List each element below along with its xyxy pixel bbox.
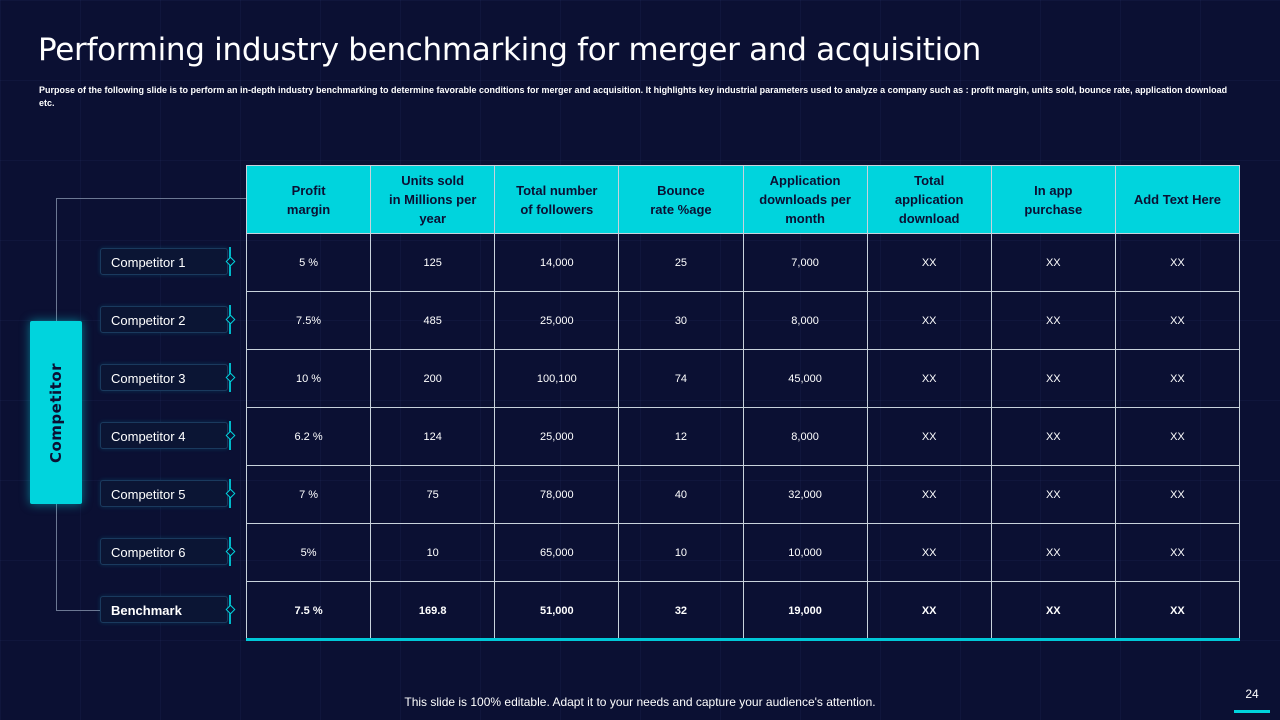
table-cell: 74 bbox=[618, 349, 744, 408]
table-cell: 25 bbox=[618, 233, 744, 292]
table-cell: 14,000 bbox=[494, 233, 620, 292]
table-cell: 10,000 bbox=[742, 523, 868, 582]
table-cell: XX bbox=[990, 233, 1116, 292]
table-cell: 5 % bbox=[245, 233, 372, 292]
column-header: Profit margin bbox=[245, 165, 372, 234]
table-row: 10 % 200 100,100 74 45,000 XX XX XX bbox=[245, 349, 1241, 408]
table-cell: XX bbox=[990, 291, 1116, 350]
table-cell: 5% bbox=[245, 523, 372, 582]
slide-title: Performing industry benchmarking for mer… bbox=[38, 32, 981, 68]
table-cell: XX bbox=[866, 349, 992, 408]
table-cell: 200 bbox=[370, 349, 496, 408]
column-header: Total application download bbox=[866, 165, 992, 234]
benchmark-table: Profit margin Units sold in Millions per … bbox=[245, 165, 1241, 640]
table-cell: XX bbox=[1114, 581, 1241, 640]
table-cell: XX bbox=[866, 233, 992, 292]
page-number: 24 bbox=[1245, 687, 1259, 701]
table-cell: 78,000 bbox=[494, 465, 620, 524]
table-cell: 169.8 bbox=[370, 581, 496, 640]
bracket-bottom-line bbox=[56, 610, 100, 611]
column-header: Bounce rate %age bbox=[618, 165, 744, 234]
table-cell: 8,000 bbox=[742, 407, 868, 466]
table-cell: 40 bbox=[618, 465, 744, 524]
table-cell: 19,000 bbox=[742, 581, 868, 640]
table-cell: 51,000 bbox=[494, 581, 620, 640]
table-cell: XX bbox=[990, 465, 1116, 524]
competitor-category-box: Competitor bbox=[30, 321, 82, 504]
table-cell: 10 bbox=[618, 523, 744, 582]
table-cell: XX bbox=[1114, 407, 1241, 466]
competitor-category-label: Competitor bbox=[47, 362, 65, 463]
table-cell: XX bbox=[866, 581, 992, 640]
table-cell: XX bbox=[866, 465, 992, 524]
column-header: Application downloads per month bbox=[742, 165, 868, 234]
table-cell: 65,000 bbox=[494, 523, 620, 582]
column-header: Total number of followers bbox=[494, 165, 620, 234]
table-cell: XX bbox=[1114, 349, 1241, 408]
table-cell: XX bbox=[990, 523, 1116, 582]
table-cell: 10 bbox=[370, 523, 496, 582]
table-cell: 6.2 % bbox=[245, 407, 372, 466]
row-label: Competitor 1 bbox=[100, 248, 228, 275]
table-cell: XX bbox=[866, 407, 992, 466]
table-cell: 25,000 bbox=[494, 407, 620, 466]
row-label: Competitor 3 bbox=[100, 364, 228, 391]
table-cell: 12 bbox=[618, 407, 744, 466]
table-cell: 7.5% bbox=[245, 291, 372, 350]
table-cell: XX bbox=[1114, 523, 1241, 582]
table-row: 6.2 % 124 25,000 12 8,000 XX XX XX bbox=[245, 407, 1241, 466]
table-row: 7.5% 485 25,000 30 8,000 XX XX XX bbox=[245, 291, 1241, 350]
row-label: Competitor 6 bbox=[100, 538, 228, 565]
table-cell: 7.5 % bbox=[245, 581, 372, 640]
table-cell: XX bbox=[1114, 233, 1241, 292]
table-row: 5% 10 65,000 10 10,000 XX XX XX bbox=[245, 523, 1241, 582]
row-label: Competitor 4 bbox=[100, 422, 228, 449]
table-cell: XX bbox=[1114, 291, 1241, 350]
table-cell: XX bbox=[866, 291, 992, 350]
table-cell: 100,100 bbox=[494, 349, 620, 408]
page-number-underline bbox=[1234, 710, 1270, 713]
bracket-top-line bbox=[56, 198, 246, 199]
table-cell: 7,000 bbox=[742, 233, 868, 292]
table-cell: 75 bbox=[370, 465, 496, 524]
table-bottom-accent bbox=[246, 638, 1240, 641]
table-cell: 25,000 bbox=[494, 291, 620, 350]
table-cell: 45,000 bbox=[742, 349, 868, 408]
row-label: Competitor 2 bbox=[100, 306, 228, 333]
table-row: 5 % 125 14,000 25 7,000 XX XX XX bbox=[245, 233, 1241, 292]
slide-subtitle: Purpose of the following slide is to per… bbox=[39, 85, 1228, 108]
table-cell: XX bbox=[1114, 465, 1241, 524]
table-cell: 10 % bbox=[245, 349, 372, 408]
table-body: 5 % 125 14,000 25 7,000 XX XX XX 7.5% 485 25,000 30… bbox=[245, 233, 1241, 640]
table-row: 7 % 75 78,000 40 32,000 XX XX XX bbox=[245, 465, 1241, 524]
row-label: Benchmark bbox=[100, 596, 228, 623]
column-header: Add Text Here bbox=[1114, 165, 1241, 234]
table-cell: 125 bbox=[370, 233, 496, 292]
table-cell: 30 bbox=[618, 291, 744, 350]
column-header: Units sold in Millions per year bbox=[370, 165, 496, 234]
table-row: 7.5 % 169.8 51,000 32 19,000 XX XX XX bbox=[245, 581, 1241, 640]
table-header-row: Profit margin Units sold in Millions per … bbox=[245, 165, 1241, 234]
table-cell: XX bbox=[866, 523, 992, 582]
row-label: Competitor 5 bbox=[100, 480, 228, 507]
column-header: In app purchase bbox=[990, 165, 1116, 234]
table-cell: XX bbox=[990, 581, 1116, 640]
table-cell: 8,000 bbox=[742, 291, 868, 350]
table-cell: 32,000 bbox=[742, 465, 868, 524]
table-cell: 485 bbox=[370, 291, 496, 350]
table-cell: 124 bbox=[370, 407, 496, 466]
table-cell: 32 bbox=[618, 581, 744, 640]
table-cell: XX bbox=[990, 349, 1116, 408]
footer-note: This slide is 100% editable. Adapt it to… bbox=[404, 695, 876, 709]
benchmark-table-container: Profit margin Units sold in Millions per … bbox=[245, 165, 1241, 640]
table-cell: 7 % bbox=[245, 465, 372, 524]
table-cell: XX bbox=[990, 407, 1116, 466]
